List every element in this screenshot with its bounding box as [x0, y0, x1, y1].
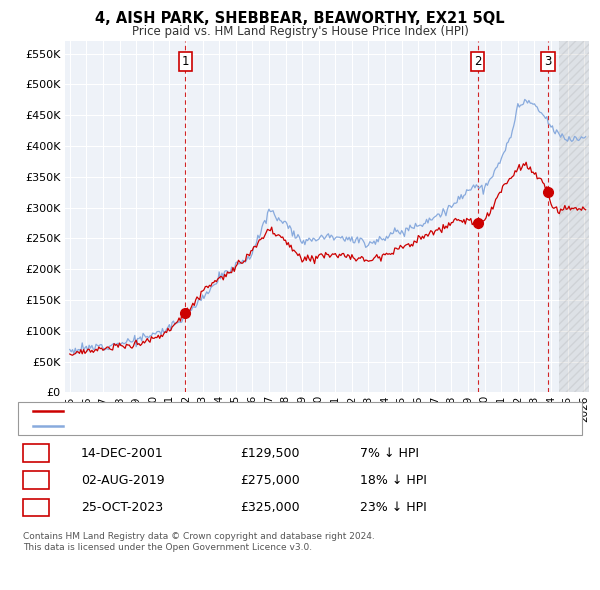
Text: 1: 1	[182, 55, 189, 68]
Text: £325,000: £325,000	[240, 501, 299, 514]
Text: 23% ↓ HPI: 23% ↓ HPI	[360, 501, 427, 514]
Text: 4, AISH PARK, SHEBBEAR, BEAWORTHY, EX21 5QL: 4, AISH PARK, SHEBBEAR, BEAWORTHY, EX21 …	[95, 11, 505, 25]
Text: £275,000: £275,000	[240, 474, 300, 487]
Bar	[559, 41, 589, 392]
Text: 2: 2	[474, 55, 481, 68]
Text: 1: 1	[32, 447, 40, 460]
Text: Price paid vs. HM Land Registry's House Price Index (HPI): Price paid vs. HM Land Registry's House …	[131, 25, 469, 38]
Text: 2: 2	[32, 474, 40, 487]
Text: HPI: Average price, detached house, Torridge: HPI: Average price, detached house, Torr…	[72, 421, 319, 431]
Text: 14-DEC-2001: 14-DEC-2001	[81, 447, 164, 460]
Text: 4, AISH PARK, SHEBBEAR, BEAWORTHY, EX21 5QL (detached house): 4, AISH PARK, SHEBBEAR, BEAWORTHY, EX21 …	[72, 407, 445, 417]
Text: 3: 3	[32, 501, 40, 514]
Text: 3: 3	[544, 55, 551, 68]
Text: 25-OCT-2023: 25-OCT-2023	[81, 501, 163, 514]
Text: 7% ↓ HPI: 7% ↓ HPI	[360, 447, 419, 460]
Text: 02-AUG-2019: 02-AUG-2019	[81, 474, 164, 487]
Text: 18% ↓ HPI: 18% ↓ HPI	[360, 474, 427, 487]
Text: £129,500: £129,500	[240, 447, 299, 460]
Text: Contains HM Land Registry data © Crown copyright and database right 2024.
This d: Contains HM Land Registry data © Crown c…	[23, 532, 374, 552]
